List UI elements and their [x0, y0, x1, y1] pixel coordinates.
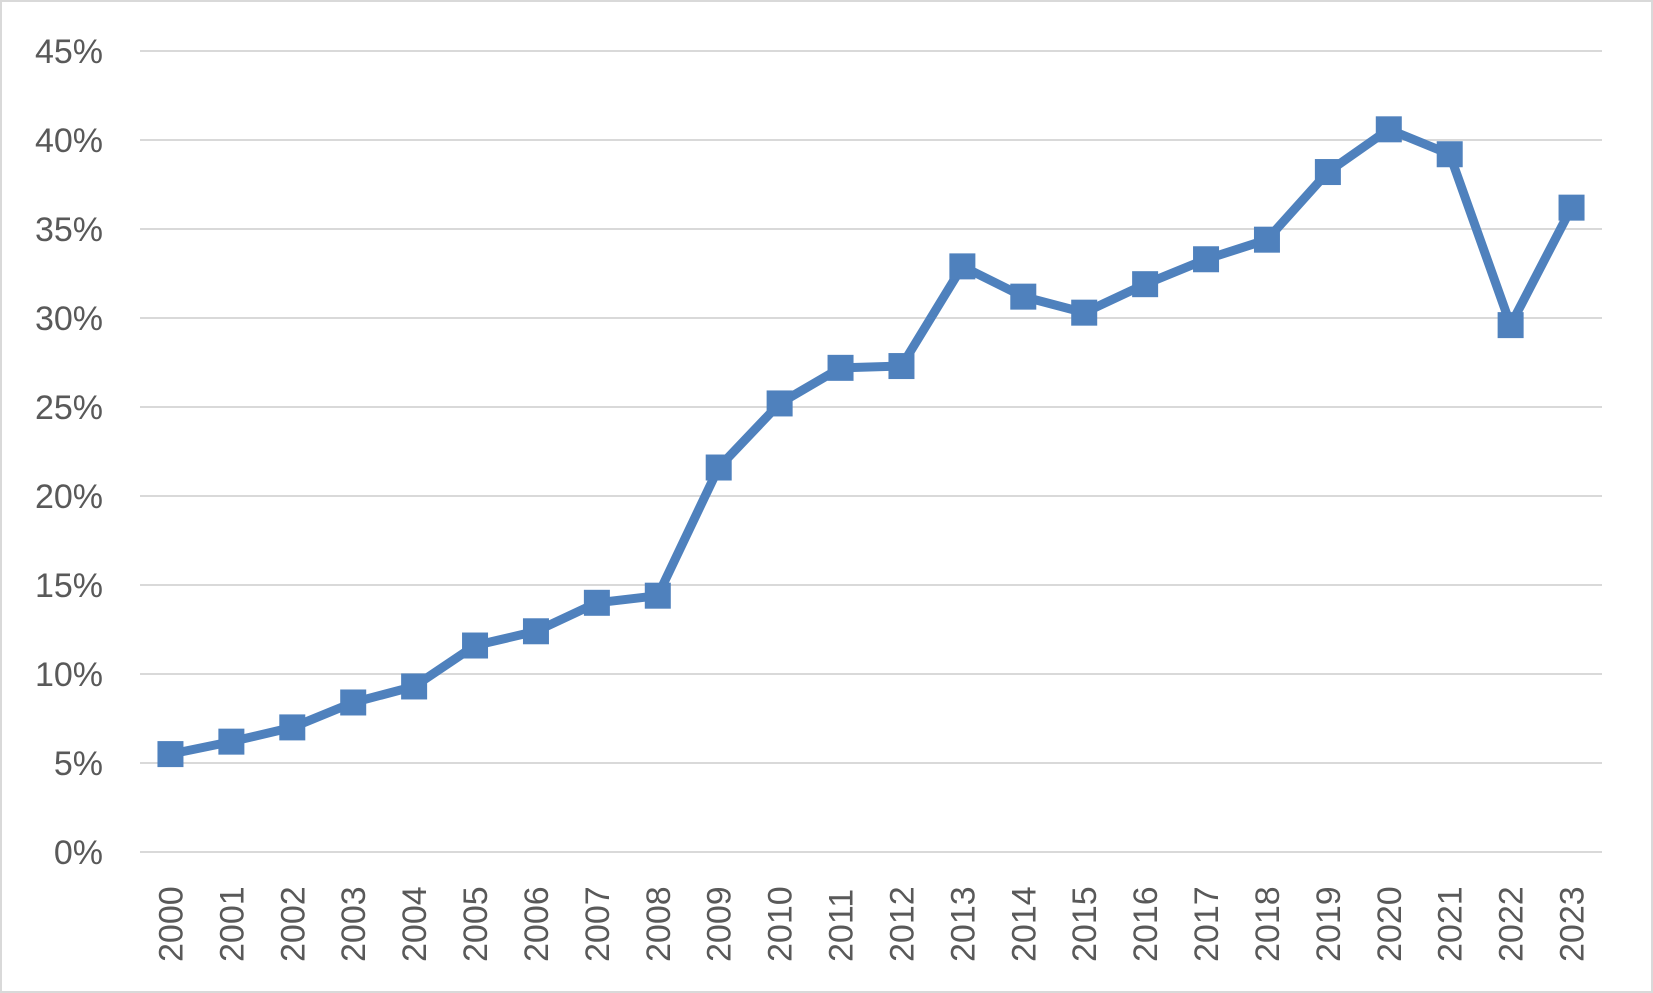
x-tick-label: 2021 — [1432, 886, 1470, 962]
data-point-marker — [340, 689, 367, 716]
x-tick-label: 2019 — [1310, 886, 1348, 962]
data-point-marker — [401, 673, 428, 700]
data-point-marker — [1132, 271, 1159, 298]
data-point-marker — [1558, 194, 1585, 221]
data-point-marker — [1071, 299, 1098, 326]
data-point-marker — [766, 390, 793, 417]
x-tick-label: 2000 — [152, 886, 190, 962]
x-tick-label: 2016 — [1127, 886, 1165, 962]
y-tick-label: 25% — [35, 389, 103, 427]
x-tick-label: 2007 — [579, 886, 617, 962]
data-point-marker — [279, 714, 306, 741]
y-tick-label: 40% — [35, 122, 103, 160]
x-tick-label: 2018 — [1249, 886, 1287, 962]
y-tick-label: 10% — [35, 656, 103, 694]
x-tick-label: 2005 — [457, 886, 495, 962]
data-point-marker — [1314, 159, 1341, 186]
data-point-marker — [888, 353, 915, 380]
data-point-marker — [1375, 116, 1402, 143]
data-point-marker — [218, 728, 245, 755]
data-point-marker — [1436, 141, 1463, 168]
x-tick-label: 2012 — [883, 886, 921, 962]
y-tick-label: 0% — [54, 834, 103, 872]
data-point-marker — [827, 354, 854, 381]
x-tick-label: 2001 — [213, 886, 251, 962]
data-point-marker — [949, 253, 976, 280]
gridlines — [140, 50, 1602, 853]
series-line — [165, 124, 1577, 759]
x-tick-label: 2020 — [1371, 886, 1409, 962]
x-axis-labels: 2000 2001 2002 2003 2004 2005 2006 2007 2008 2009… — [152, 886, 1591, 962]
y-tick-label: 35% — [35, 211, 103, 249]
x-tick-label: 2022 — [1493, 886, 1531, 962]
x-tick-label: 2004 — [396, 886, 434, 962]
data-point-marker — [583, 589, 610, 616]
x-tick-label: 2013 — [944, 886, 982, 962]
x-tick-label: 2014 — [1005, 886, 1043, 962]
data-point-marker — [522, 618, 549, 645]
x-tick-label: 2003 — [335, 886, 373, 962]
data-point-marker — [1253, 226, 1280, 253]
x-tick-label: 2002 — [274, 886, 312, 962]
x-tick-label: 2023 — [1554, 886, 1592, 962]
y-tick-label: 15% — [35, 567, 103, 605]
x-tick-label: 2009 — [701, 886, 739, 962]
data-point-marker — [705, 454, 732, 481]
x-tick-label: 2006 — [518, 886, 556, 962]
data-point-marker — [1010, 283, 1037, 310]
y-tick-label: 30% — [35, 300, 103, 338]
x-tick-label: 2011 — [823, 889, 861, 962]
data-point-marker — [1497, 312, 1524, 339]
x-tick-label: 2017 — [1188, 886, 1226, 962]
x-tick-label: 2015 — [1066, 886, 1104, 962]
y-tick-label: 20% — [35, 478, 103, 516]
series — [157, 116, 1585, 768]
y-tick-label: 45% — [35, 33, 103, 71]
x-tick-label: 2008 — [640, 886, 678, 962]
data-point-marker — [1193, 246, 1220, 273]
data-point-marker — [462, 632, 489, 659]
y-axis-labels: 0% 5% 10% 15% 20% 25% 30% 35% 40% 45% — [35, 33, 103, 872]
data-point-marker — [157, 741, 184, 768]
y-tick-label: 5% — [54, 745, 103, 783]
data-point-marker — [644, 582, 671, 609]
x-tick-label: 2010 — [762, 886, 800, 962]
